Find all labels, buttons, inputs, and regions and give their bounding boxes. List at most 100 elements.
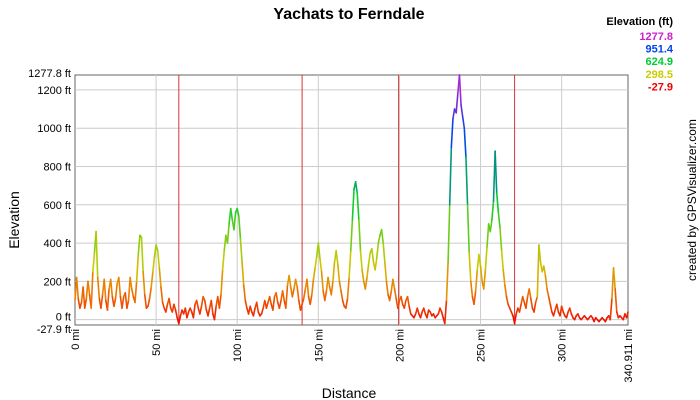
elevation-profile-segment	[403, 299, 407, 309]
elevation-profile-segment	[495, 192, 500, 214]
elevation-profile-segment	[547, 295, 552, 306]
elevation-profile-segment	[555, 303, 560, 313]
elevation-profile-segment	[82, 286, 86, 309]
elevation-profile-segment	[374, 257, 378, 271]
elevation-profile-segment	[207, 307, 211, 317]
elevation-profile-segment	[75, 276, 80, 300]
elevation-profile-segment	[147, 297, 151, 308]
elevation-profile-segment	[239, 238, 243, 264]
elevation-profile-segment	[83, 297, 88, 309]
elevation-profile-segment	[351, 188, 355, 221]
elevation-profile-segment	[504, 284, 508, 298]
elevation-profile-segment	[226, 223, 230, 244]
legend-entry: -27.9	[648, 81, 673, 93]
elevation-profile-segment	[260, 307, 264, 315]
elevation-profile-segment	[356, 192, 360, 221]
elevation-profile-segment	[609, 297, 613, 321]
elevation-profile-segment	[377, 234, 381, 244]
elevation-profile-segment	[281, 290, 286, 302]
x-tick-label: 200 mi	[394, 329, 406, 362]
elevation-profile-segment	[560, 305, 565, 313]
elevation-profile-segment	[241, 261, 245, 286]
elevation-profile-segment	[113, 297, 117, 308]
elevation-profile-segment	[546, 288, 550, 298]
elevation-profile-segment	[319, 257, 323, 273]
x-tick-label: 300 mi	[557, 329, 569, 362]
elevation-profile-segment	[199, 305, 203, 315]
elevation-profile-segment	[330, 280, 334, 296]
elevation-profile-segment	[100, 293, 104, 309]
elevation-profile-segment	[422, 307, 427, 315]
x-tick-label: 50 mi	[151, 329, 163, 356]
elevation-profile-segment	[203, 299, 208, 311]
elevation-profile-segment	[392, 278, 396, 290]
elevation-profile-segment	[533, 301, 537, 313]
plot-background	[74, 74, 629, 326]
elevation-profile-segment	[499, 226, 503, 252]
elevation-profile-segment	[505, 295, 509, 306]
elevation-profile-segment	[385, 280, 389, 296]
elevation-profile-segment	[165, 303, 169, 313]
elevation-profile-segment	[301, 297, 305, 306]
elevation-profile-segment	[137, 234, 141, 256]
elevation-profile-segment	[200, 295, 204, 308]
elevation-profile-segment	[349, 219, 354, 252]
elevation-profile-segment	[625, 311, 629, 319]
y-tick-label: 800 ft	[43, 161, 71, 173]
elevation-profile-segment	[192, 303, 196, 319]
y-tick-label: 200 ft	[43, 276, 71, 288]
elevation-profile-segment	[468, 251, 472, 283]
plot-area	[74, 74, 629, 326]
elevation-profile-segment	[312, 267, 316, 281]
elevation-profile-segment	[252, 307, 256, 317]
elevation-profile-segment	[268, 295, 273, 306]
elevation-profile-segment	[384, 261, 388, 283]
y-tick-label: 400 ft	[43, 238, 71, 250]
elevation-profile-segment	[354, 181, 359, 195]
y-tick-label: 1200 ft	[37, 85, 71, 97]
elevation-profile-segment	[461, 115, 466, 129]
elevation-profile-segment	[474, 269, 479, 292]
elevation-profile-segment	[255, 301, 260, 313]
elevation-profile-segment	[324, 290, 328, 302]
elevation-profile-segment	[95, 230, 99, 279]
elevation-profile-segment	[338, 280, 342, 292]
y-tick-label: -27.9 ft	[37, 324, 71, 336]
elevation-profile-segment	[173, 303, 177, 311]
elevation-profile-segment	[484, 246, 488, 271]
elevation-profile-segment	[291, 288, 295, 298]
elevation-profile-segment	[229, 207, 234, 221]
elevation-profile-segment	[525, 295, 529, 309]
elevation-profile-segment	[538, 244, 542, 264]
elevation-profile-segment	[450, 117, 454, 149]
elevation-profile-segment	[486, 223, 490, 248]
elevation-profile-segment	[218, 293, 222, 309]
elevation-profile-segment	[367, 251, 372, 265]
elevation-profile-segment	[565, 311, 569, 319]
elevation-profile-segment	[244, 299, 248, 309]
x-tick-label: 340.911 mi	[623, 329, 635, 383]
elevation-profile-segment	[142, 270, 146, 296]
elevation-profile-segment	[143, 293, 148, 309]
elevation-profile-segment	[479, 265, 483, 283]
elevation-profile-segment	[500, 249, 505, 271]
elevation-profile-segment	[482, 269, 487, 290]
elevation-profile-segment	[335, 249, 339, 265]
elevation-profile-segment	[341, 299, 346, 308]
elevation-profile-segment	[220, 269, 224, 296]
elevation-profile-segment	[371, 248, 375, 264]
elevation-profile-segment	[452, 108, 456, 120]
elevation-profile-segment	[469, 280, 474, 298]
elevation-profile-segment	[615, 311, 620, 319]
elevation-profile-segment	[130, 288, 135, 298]
elevation-profile-segment	[494, 150, 498, 195]
elevation-profile-segment	[117, 276, 122, 298]
y-tick-label: 0 ft	[56, 312, 71, 324]
elevation-profile-segment	[361, 269, 365, 283]
elevation-profile-segment	[249, 305, 253, 313]
elevation-profile-segment	[345, 297, 349, 309]
y-tick-label: 1277.8 ft	[28, 68, 71, 80]
elevation-profile-segment	[466, 203, 470, 254]
elevation-profile-segment	[465, 156, 469, 206]
elevation-profile-segment	[332, 261, 336, 283]
